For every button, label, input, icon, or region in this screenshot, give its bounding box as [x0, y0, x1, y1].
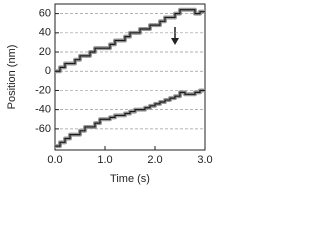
- trace-noise: [55, 7, 205, 74]
- chart: Time (s) Position (nm) -60 -40 -20 0 20 40 60 0…: [6, 3, 213, 185]
- y-tick-label: -40: [35, 104, 51, 116]
- y-tick-label: -60: [35, 123, 51, 135]
- x-tick-label: 1.0: [97, 154, 112, 166]
- x-tick-label: 0.0: [47, 154, 62, 166]
- x-tick-label: 2.0: [147, 154, 162, 166]
- trace: [55, 9, 205, 72]
- x-tick-label: 3.0: [197, 154, 212, 166]
- plot-frame: [54, 3, 206, 151]
- y-tick-label: 0: [45, 65, 51, 77]
- arrow: [171, 27, 179, 45]
- y-tick-label: 20: [39, 46, 51, 58]
- y-tick-label: -20: [35, 84, 51, 96]
- trace: [55, 89, 205, 147]
- y-tick-label: 60: [39, 8, 51, 20]
- trace-noise: [55, 88, 205, 149]
- y-tick-label: 40: [39, 27, 51, 39]
- x-axis-label: Time (s): [110, 173, 150, 185]
- y-axis-label: Position (nm): [6, 45, 18, 110]
